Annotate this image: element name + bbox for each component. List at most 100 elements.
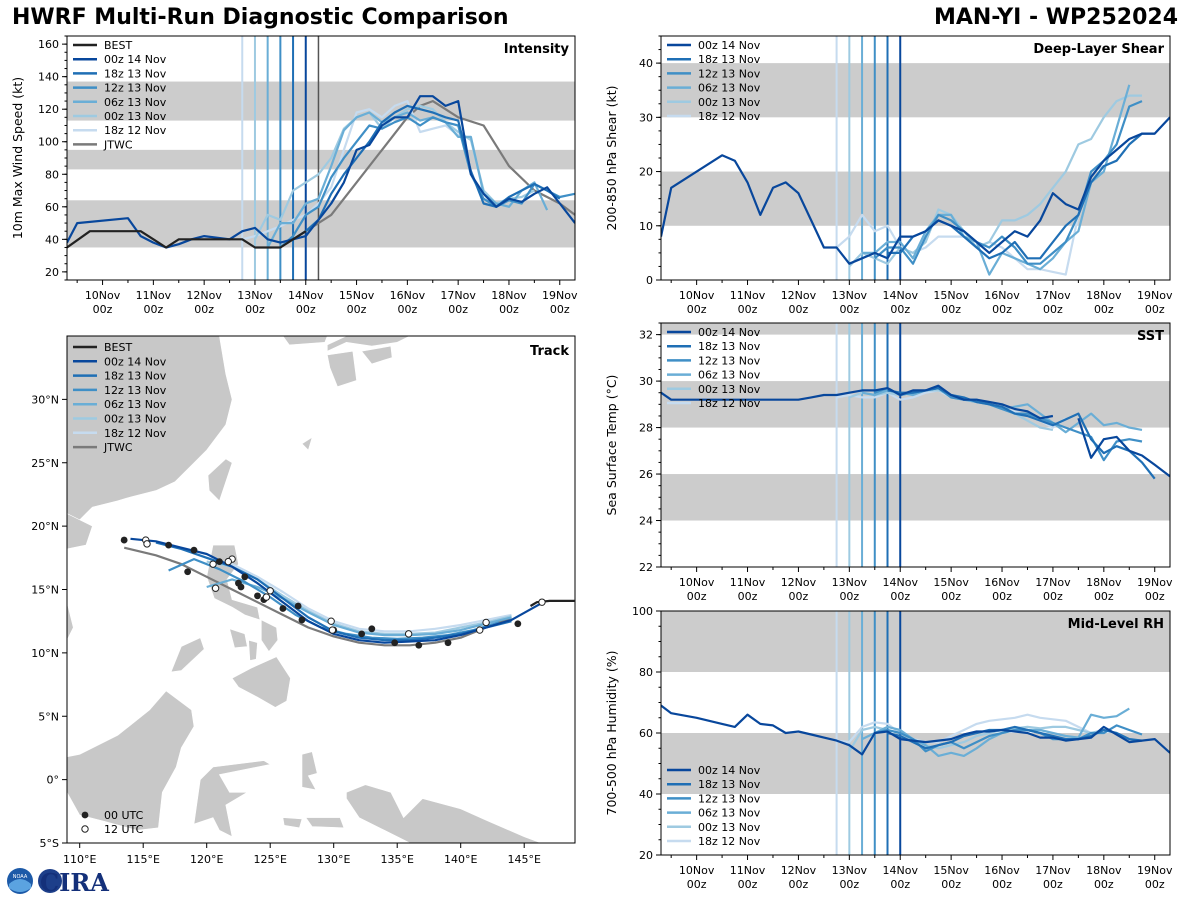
legend-label: 00z 13 Nov [698, 821, 761, 834]
series-line-0 [661, 116, 1170, 265]
x-tick-day-label: 16Nov [390, 289, 426, 302]
y-axis-label: 10m Max Wind Speed (kt) [10, 77, 25, 239]
shaded-band [67, 149, 575, 170]
marker-12utc [327, 617, 335, 625]
panel-intensity: 2040608010012014016010Nov00z11Nov00z12No… [10, 35, 578, 316]
panay [229, 628, 248, 649]
x-tick-hour-label: 00z [448, 303, 468, 316]
x-tick-hour-label: 00z [789, 303, 809, 316]
marker-00utc [237, 583, 245, 591]
legend-label: 06z 13 Nov [104, 398, 167, 411]
marker-00utc [190, 546, 198, 554]
x-tick-day-label: 14Nov [288, 289, 324, 302]
x-tick-hour-label: 00z [890, 303, 910, 316]
shikoku [361, 345, 393, 365]
legend-label: BEST [104, 341, 132, 354]
cebu-negros [248, 639, 258, 661]
legend-label: JTWC [103, 138, 133, 151]
x-tick-day-label: 12Nov [781, 864, 817, 877]
y-tick-label: 20 [45, 266, 59, 279]
x-tick-hour-label: 00z [687, 878, 707, 891]
x-tick-day-label: 18Nov [1086, 289, 1122, 302]
noaa-logo-wave [9, 879, 31, 892]
halmahera [301, 751, 318, 791]
marker-legend-label: 00 UTC [104, 809, 144, 822]
marker-12utc [404, 630, 413, 638]
x-tick-day-label: 15Nov [339, 289, 375, 302]
y-tick-label: 60 [45, 201, 59, 214]
x-tick-day-label: 19Nov [1137, 576, 1173, 589]
palawan [170, 637, 205, 673]
x-tick-day-label: 16Nov [984, 289, 1020, 302]
y-tick-label: 80 [45, 168, 59, 181]
marker-legend-label: 12 UTC [104, 823, 144, 836]
legend-label: 18z 12 Nov [104, 427, 167, 440]
legend-label: 12z 13 Nov [698, 792, 761, 805]
y-tick-label: 80 [639, 666, 653, 679]
series-line-3 [862, 84, 1131, 276]
noaa-cira-logo: NOAA CIRA [6, 866, 116, 896]
x-tick-hour-label: 00z [992, 878, 1012, 891]
land-masses [67, 336, 542, 843]
x-tick-hour-label: 00z [1094, 590, 1114, 603]
x-tick-hour-label: 00z [1094, 303, 1114, 316]
legend-label: 18z 12 Nov [698, 835, 761, 848]
x-tick-day-label: 10Nov [679, 576, 715, 589]
lat-tick-label: 30°N [31, 393, 59, 406]
x-tick-hour-label: 00z [941, 878, 961, 891]
series-line-5 [836, 713, 1092, 744]
marker-12utc [209, 560, 217, 568]
y-tick-label: 20 [639, 166, 653, 179]
x-tick-day-label: 16Nov [984, 576, 1020, 589]
series-line-2 [874, 100, 1143, 265]
panel-title: Intensity [504, 42, 570, 57]
shaded-band [661, 611, 1170, 672]
legend-label: 00z 13 Nov [698, 383, 761, 396]
run-track-0 [130, 537, 544, 644]
x-tick-hour-label: 00z [93, 303, 113, 316]
x-tick-day-label: 13Nov [832, 864, 868, 877]
seram [305, 817, 345, 829]
cira-logo-text: CIRA [40, 868, 109, 896]
lat-tick-label: 5°S [40, 837, 59, 850]
panel-rh: 2040608010010Nov00z11Nov00z12Nov00z13Nov… [604, 605, 1173, 891]
legend-label: 06z 13 Nov [698, 82, 761, 95]
marker-00utc [184, 568, 192, 576]
x-tick-day-label: 18Nov [1086, 864, 1122, 877]
legend-label: 12z 13 Nov [698, 354, 761, 367]
x-tick-day-label: 18Nov [491, 289, 527, 302]
legend-label: 00z 13 Nov [698, 96, 761, 109]
series-line-4 [848, 94, 1142, 268]
shaded-band [67, 200, 575, 248]
x-tick-hour-label: 00z [687, 590, 707, 603]
marker-12utc [476, 626, 484, 634]
legend-label: 18z 13 Nov [104, 67, 167, 80]
x-tick-day-label: 19Nov [1137, 864, 1173, 877]
legend-label: 12z 13 Nov [104, 384, 167, 397]
legend-label: 00z 14 Nov [104, 53, 167, 66]
x-tick-day-label: 16Nov [984, 864, 1020, 877]
x-tick-day-label: 13Nov [832, 576, 868, 589]
marker-00utc [415, 641, 423, 649]
y-tick-label: 32 [639, 329, 653, 342]
x-tick-hour-label: 00z [992, 590, 1012, 603]
x-tick-hour-label: 00z [839, 590, 859, 603]
buru [282, 817, 303, 829]
storm-id-title: MAN-YI - WP252024 [933, 5, 1178, 30]
marker-legend-12utc [81, 825, 89, 833]
x-tick-hour-label: 00z [499, 303, 519, 316]
y-tick-label: 26 [639, 468, 653, 481]
marker-00utc [254, 592, 261, 600]
kyushu [326, 350, 357, 388]
x-tick-hour-label: 00z [1145, 878, 1165, 891]
x-tick-hour-label: 00z [687, 303, 707, 316]
lon-tick-label: 130°E [317, 853, 350, 866]
legend-label: 00z 14 Nov [104, 355, 167, 368]
x-tick-hour-label: 00z [550, 303, 570, 316]
lat-tick-label: 25°N [31, 457, 59, 470]
x-tick-hour-label: 00z [143, 303, 163, 316]
legend-label: 00z 14 Nov [698, 39, 761, 52]
